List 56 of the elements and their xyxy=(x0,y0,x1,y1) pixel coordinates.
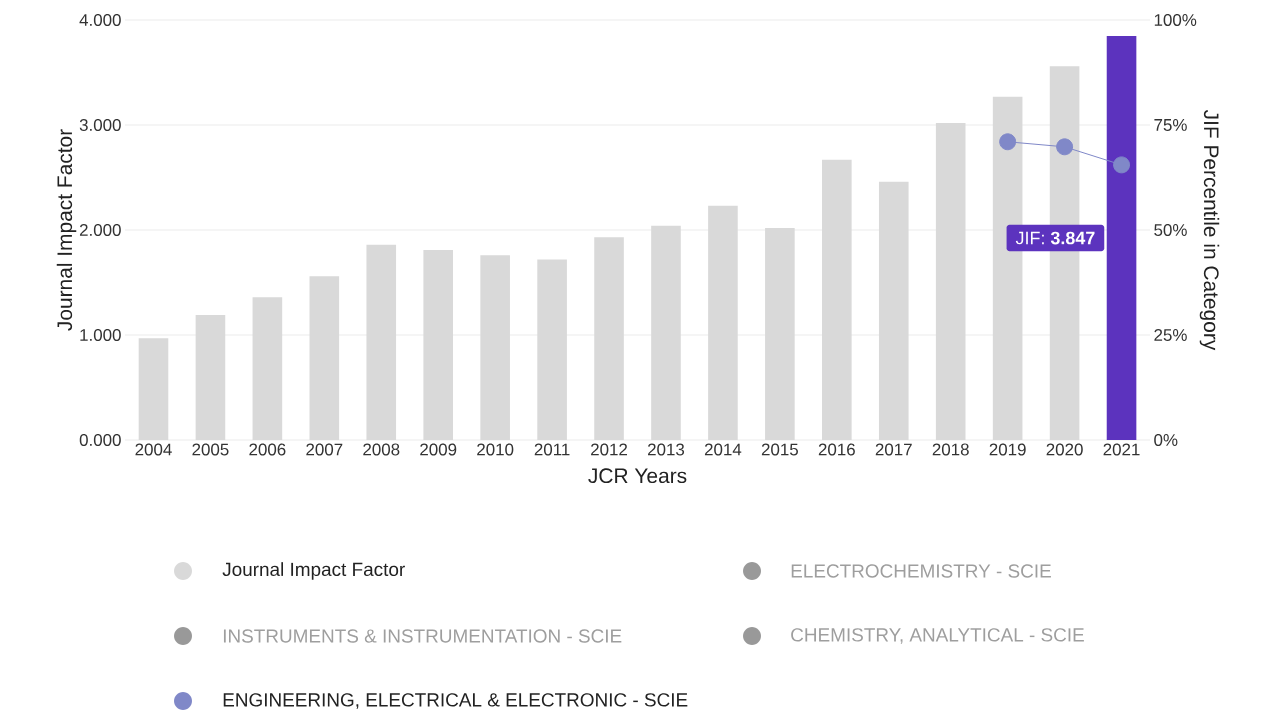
bar xyxy=(195,315,226,440)
y-tick-label: 1.000 xyxy=(80,328,121,341)
x-tick-label: 2021 xyxy=(1103,443,1140,456)
bar xyxy=(366,244,397,440)
y-tick-label: 3.000 xyxy=(79,118,121,131)
bar xyxy=(480,255,510,440)
annotation: JIF: 3.847 xyxy=(1015,231,1095,245)
y-axis-title: Journal Impact Factor xyxy=(56,129,77,331)
point xyxy=(1113,156,1131,174)
y2-tick-label: 50% xyxy=(1154,223,1187,236)
legend-label: ENGINEERING, ELECTRICAL & ELECTRONIC - SCIE xyxy=(223,693,688,709)
x-tick-label: 2020 xyxy=(1046,443,1083,456)
x-tick-label: 2012 xyxy=(591,443,628,456)
bar xyxy=(878,181,909,440)
x-axis-title: JCR Years xyxy=(588,468,687,484)
bar xyxy=(765,227,795,440)
x-tick-label: 2015 xyxy=(761,443,798,456)
bar xyxy=(537,259,567,440)
legend-label: CHEMISTRY, ANALYTICAL - SCIE xyxy=(791,628,1084,644)
x-tick-label: 2013 xyxy=(648,443,685,456)
x-tick-label: 2014 xyxy=(704,443,742,456)
bar xyxy=(1106,36,1137,440)
x-tick-label: 2009 xyxy=(420,443,457,456)
y-tick-label: 2.000 xyxy=(79,223,121,236)
x-tick-label: 2011 xyxy=(534,443,570,456)
x-tick-label: 2017 xyxy=(875,443,912,456)
y2-tick-label: 0% xyxy=(1154,433,1178,446)
legend-label: INSTRUMENTS & INSTRUMENTATION - SCIE xyxy=(223,629,622,643)
legend-label: Journal Impact Factor xyxy=(222,562,405,580)
x-tick-label: 2019 xyxy=(989,443,1026,456)
y-tick-label: 0.000 xyxy=(79,433,121,446)
y2-tick-label: 100% xyxy=(1154,13,1197,26)
x-tick-label: 2018 xyxy=(932,443,969,456)
y-tick-label: 4.000 xyxy=(79,13,121,26)
y2-tick-label: 75% xyxy=(1154,119,1187,131)
x-tick-label: 2006 xyxy=(249,443,286,456)
legend-label: ELECTROCHEMISTRY - SCIE xyxy=(791,564,1051,578)
x-tick-label: 2005 xyxy=(192,443,229,456)
bar xyxy=(935,122,966,440)
bar xyxy=(594,237,624,440)
x-tick-label: 2007 xyxy=(306,443,343,456)
x-tick-label: 2008 xyxy=(363,443,400,456)
y2-tick-label: 25% xyxy=(1154,328,1187,341)
bar xyxy=(252,297,283,440)
bar xyxy=(423,249,454,440)
bar xyxy=(822,159,852,440)
x-tick-label: 2016 xyxy=(818,443,855,456)
x-tick-label: 2010 xyxy=(477,443,514,456)
point xyxy=(1056,138,1074,156)
bar xyxy=(138,338,169,440)
bar xyxy=(651,225,681,440)
point xyxy=(999,133,1017,151)
x-tick-label: 2004 xyxy=(135,443,172,456)
bar xyxy=(309,276,340,440)
bar xyxy=(708,205,738,440)
y2-axis-title: JIF Percentile in Category xyxy=(1199,109,1220,351)
